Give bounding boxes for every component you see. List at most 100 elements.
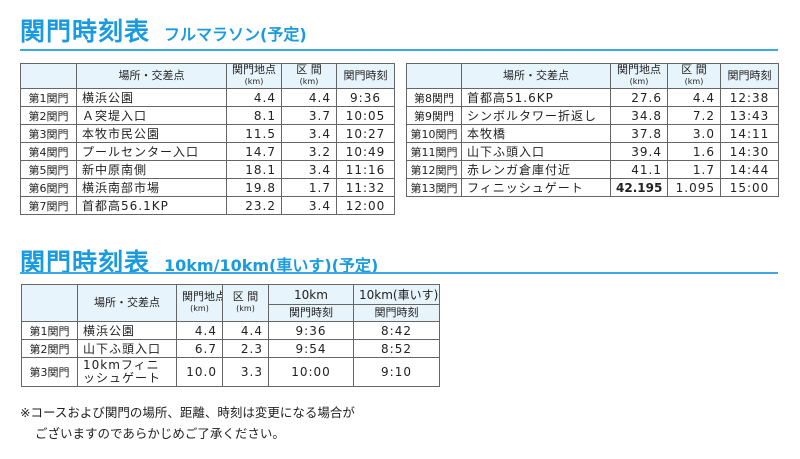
table-row: 第3関門 10kmフィニッシュゲート 10.0 3.3 10:00 9:10 <box>21 357 440 387</box>
place-cell: 本牧橋 <box>461 124 611 143</box>
table-row: 第5関門 新中原南側 18.1 3.4 11:16 <box>20 160 395 179</box>
gate-cell: 第2関門 <box>21 339 78 358</box>
time-wheelchair-cell: 9:10 <box>353 357 440 387</box>
place-cell: 赤レンガ倉庫付近 <box>461 160 611 179</box>
gate-cell: 第3関門 <box>21 357 78 387</box>
place-cell: プールセンター入口 <box>76 142 227 161</box>
table-row: 第8関門 首都高51.6KP 27.6 4.4 12:38 <box>406 88 779 107</box>
table-row: 第3関門 本牧市民公園 11.5 3.4 10:27 <box>20 124 395 143</box>
section-cell: 4.4 <box>281 88 337 107</box>
header-gate <box>21 284 78 322</box>
section-cell: 3.2 <box>281 142 337 161</box>
point-cell: 23.2 <box>226 196 282 215</box>
gate-cell: 第12関門 <box>406 160 462 179</box>
header-gate <box>20 63 77 89</box>
10km-table: 場所・交差点 関門地点 (km) 区 間 (km) 10km 10km(車いす) 関… <box>21 284 440 387</box>
header-10km: 10km <box>268 284 354 305</box>
place-cell: シンボルタワー折返し <box>461 106 611 125</box>
section-cell: 3.4 <box>281 160 337 179</box>
gate-cell: 第4関門 <box>20 142 77 161</box>
place-cell: 山下ふ頭入口 <box>461 142 611 161</box>
time-wheelchair-cell: 8:52 <box>353 339 440 358</box>
time-cell: 14:11 <box>720 124 779 143</box>
header-10km-wheelchair: 10km(車いす) <box>353 284 440 305</box>
place-cell: 首都高56.1KP <box>76 196 227 215</box>
section-title: 関門時刻表 <box>20 17 151 46</box>
place-cell: 横浜公園 <box>77 321 177 340</box>
place-cell: 山下ふ頭入口 <box>77 339 177 358</box>
time-cell: 10:49 <box>336 142 395 161</box>
point-cell: 10.0 <box>176 357 223 387</box>
point-cell: 39.4 <box>610 142 668 161</box>
section-subtitle: フルマラソン(予定) <box>164 25 307 44</box>
time-cell: 15:00 <box>720 178 779 197</box>
header-point: 関門地点 (km) <box>226 63 282 89</box>
point-cell: 34.8 <box>610 106 668 125</box>
section-cell: 3.3 <box>222 357 269 387</box>
table-row: 第13関門 フィニッシュゲート 42.195 1.095 15:00 <box>406 178 779 197</box>
point-cell: 8.1 <box>226 106 282 125</box>
point-cell: 42.195 <box>610 178 668 197</box>
point-cell: 14.7 <box>226 142 282 161</box>
place-cell: 横浜南部市場 <box>76 178 227 197</box>
header-time-10km: 関門時刻 <box>268 304 354 322</box>
table-row: 第4関門 プールセンター入口 14.7 3.2 10:49 <box>20 142 395 161</box>
point-cell: 18.1 <box>226 160 282 179</box>
divider <box>20 272 778 274</box>
section-cell: 7.2 <box>667 106 721 125</box>
gate-cell: 第2関門 <box>20 106 77 125</box>
gate-cell: 第10関門 <box>406 124 462 143</box>
header-section: 区 間 (km) <box>222 284 269 322</box>
header-section: 区 間 (km) <box>667 63 721 89</box>
section-cell: 3.7 <box>281 106 337 125</box>
section-cell: 4.4 <box>222 321 269 340</box>
header-time: 関門時刻 <box>336 63 395 89</box>
table-row: 第7関門 首都高56.1KP 23.2 3.4 12:00 <box>20 196 395 215</box>
point-cell: 41.1 <box>610 160 668 179</box>
point-cell: 6.7 <box>176 339 223 358</box>
time-10km-cell: 9:54 <box>268 339 354 358</box>
header-time: 関門時刻 <box>720 63 779 89</box>
section-cell: 3.4 <box>281 124 337 143</box>
header-place: 場所・交差点 <box>461 63 611 89</box>
time-cell: 10:05 <box>336 106 395 125</box>
gate-cell: 第11関門 <box>406 142 462 161</box>
time-cell: 10:27 <box>336 124 395 143</box>
point-cell: 37.8 <box>610 124 668 143</box>
time-10km-cell: 9:36 <box>268 321 354 340</box>
header-section: 区 間 (km) <box>281 63 337 89</box>
section-cell: 1.7 <box>667 160 721 179</box>
time-cell: 11:32 <box>336 178 395 197</box>
table-row: 第11関門 山下ふ頭入口 39.4 1.6 14:30 <box>406 142 779 161</box>
time-cell: 14:44 <box>720 160 779 179</box>
table-row: 第2関門 山下ふ頭入口 6.7 2.3 9:54 8:52 <box>21 339 440 358</box>
point-cell: 4.4 <box>226 88 282 107</box>
gate-cell: 第6関門 <box>20 178 77 197</box>
header-gate <box>406 63 462 89</box>
place-cell: 新中原南側 <box>76 160 227 179</box>
gate-cell: 第9関門 <box>406 106 462 125</box>
header-place: 場所・交差点 <box>77 284 177 322</box>
table-row: 第12関門 赤レンガ倉庫付近 41.1 1.7 14:44 <box>406 160 779 179</box>
place-cell: 首都高51.6KP <box>461 88 611 107</box>
point-cell: 11.5 <box>226 124 282 143</box>
section-cell: 4.4 <box>667 88 721 107</box>
section-cell: 1.6 <box>667 142 721 161</box>
point-cell: 27.6 <box>610 88 668 107</box>
header-place: 場所・交差点 <box>76 63 227 89</box>
section-cell: 3.4 <box>281 196 337 215</box>
full-marathon-title: 関門時刻表 フルマラソン(予定) <box>20 12 307 48</box>
section-cell: 1.7 <box>281 178 337 197</box>
table-row: 第10関門 本牧橋 37.8 3.0 14:11 <box>406 124 779 143</box>
gate-cell: 第1関門 <box>21 321 78 340</box>
point-cell: 19.8 <box>226 178 282 197</box>
table-row: 第9関門 シンボルタワー折返し 34.8 7.2 13:43 <box>406 106 779 125</box>
time-cell: 11:16 <box>336 160 395 179</box>
gate-cell: 第7関門 <box>20 196 77 215</box>
place-cell: 本牧市民公園 <box>76 124 227 143</box>
gate-cell: 第3関門 <box>20 124 77 143</box>
time-cell: 9:36 <box>336 88 395 107</box>
disclaimer-note: ※コースおよび関門の場所、距離、時刻は変更になる場合が ございますのであらかじめ… <box>20 405 355 441</box>
header-point: 関門地点 (km) <box>610 63 668 89</box>
table-row: 第1関門 横浜公園 4.4 4.4 9:36 8:42 <box>21 321 440 340</box>
